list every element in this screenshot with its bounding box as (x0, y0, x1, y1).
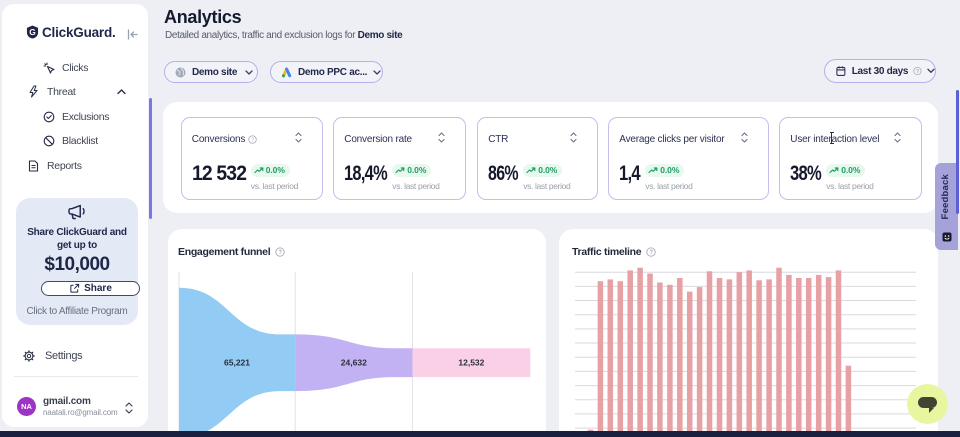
svg-text:?: ? (279, 250, 283, 256)
svg-text:?: ? (916, 69, 919, 75)
svg-text:?: ? (650, 250, 654, 256)
svg-text:?: ? (251, 137, 254, 143)
svg-text:12,532: 12,532 (458, 358, 484, 368)
svg-text:65,221: 65,221 (224, 358, 250, 368)
svg-text:24,632: 24,632 (341, 358, 367, 368)
svg-text:G: G (29, 27, 36, 37)
